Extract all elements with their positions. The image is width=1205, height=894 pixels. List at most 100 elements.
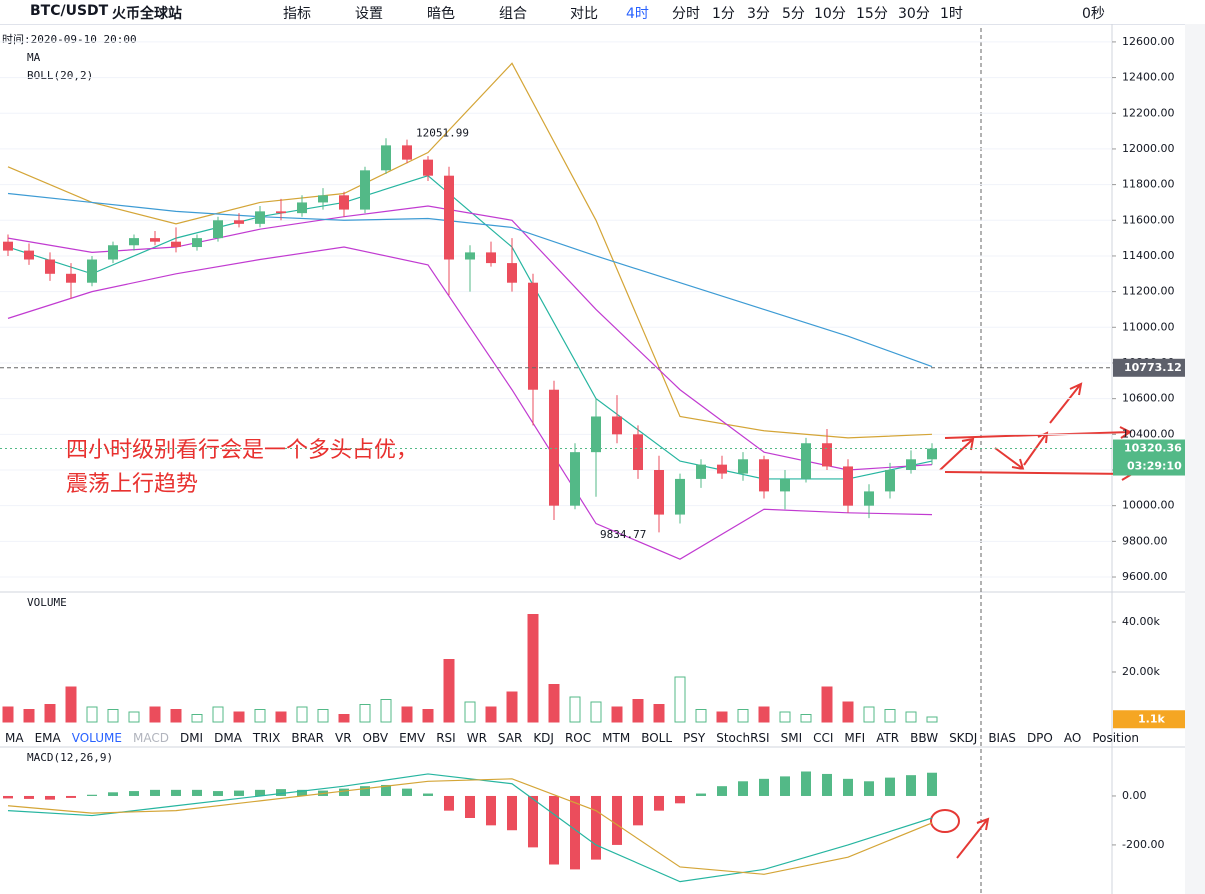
volume-bar [149,706,161,723]
toolbar-item[interactable]: 组合 [499,6,527,22]
indicator-tab[interactable]: MA [5,730,24,745]
indicator-tab[interactable]: OBV [362,730,389,745]
macd-bar [444,795,454,811]
indicator-tab[interactable]: StochRSI [716,730,770,745]
indicator-tab[interactable]: VR [334,730,352,745]
indicator-line [7,778,933,875]
indicator-tab[interactable]: PSY [683,730,706,745]
interval[interactable]: 15分 [856,6,888,22]
indicator-tab[interactable]: ATR [876,730,900,745]
indicator-tab[interactable]: MACD [132,730,169,745]
candle-body [738,459,748,474]
macd-bar [591,795,601,860]
indicator-tab[interactable]: SAR [497,730,523,745]
countdown[interactable]: 0秒 [1082,6,1105,22]
indicator-tab[interactable]: SKDJ [949,730,978,745]
interval[interactable]: 分时 [672,6,700,22]
indicator-tab[interactable]: BBW [910,730,939,745]
y-tick-label: 11600.00 [1122,213,1175,226]
candle-body [549,389,559,506]
volume-bar [443,659,455,723]
indicator-tab[interactable]: WR [466,730,487,745]
volume-bar [359,704,371,723]
interval[interactable]: 1分 [712,6,735,22]
macd-bar [906,775,916,796]
candle-body [318,195,328,203]
y-tick-label: 12400.00 [1122,71,1175,84]
macd-bar [213,791,223,796]
volume-bar [65,686,77,723]
indicator-tab[interactable]: MFI [844,730,866,745]
candle-body [444,175,454,260]
candle-body [66,273,76,283]
indicator-tab[interactable]: CCI [813,730,834,745]
indicator-tab[interactable]: SMI [780,730,803,745]
last-price: 10320.36 [1124,442,1182,455]
indicator-tab[interactable]: EMV [399,730,426,745]
macd-bar [570,795,580,870]
y-tick-label: 9600.00 [1122,570,1168,583]
indicator-tab[interactable]: DMA [214,730,242,745]
indicator-tab[interactable]: EMA [34,730,61,745]
toolbar-item[interactable]: 对比 [570,6,598,22]
indicator-tab[interactable]: BOLL [641,730,673,745]
legend-boll: BOLL(20,2) [27,69,93,82]
candle-body [780,478,790,492]
indicator-tab[interactable]: DPO [1026,730,1053,745]
indicator-tab[interactable]: RSI [436,730,456,745]
last-price-tag [1113,439,1185,476]
macd-bar [276,789,286,796]
exchange[interactable]: 火币全球站 [112,6,182,22]
macd-bar [423,793,433,796]
macd-bar [129,791,139,796]
candle-body [507,263,517,283]
indicator-tab[interactable]: Position [1092,730,1140,745]
indicator-tab[interactable]: BRAR [291,730,324,745]
indicator-tab[interactable]: AO [1063,730,1082,745]
y-tick-label: 11800.00 [1122,178,1175,191]
volume-bar [716,711,728,723]
macd-bar [507,795,517,831]
candle-body [906,459,916,470]
volume-bar [611,706,623,723]
macd-bar [150,789,160,796]
y-tick-label: -200.00 [1122,838,1164,851]
symbol[interactable]: BTC/USDT [30,3,109,19]
macd-bar [66,795,76,798]
volume-bar [86,706,98,723]
indicator-tab[interactable]: VOLUME [71,730,122,745]
candle-body [633,434,643,470]
indicator-tab[interactable]: MTM [602,730,631,745]
macd-bar [528,795,538,848]
toolbar-item[interactable]: 设置 [355,6,383,22]
interval[interactable]: 4时 [626,6,649,22]
toolbar-item[interactable]: 暗色 [427,6,455,22]
candle-body [213,220,223,239]
interval[interactable]: 5分 [782,6,805,22]
candle-body [570,452,580,506]
volume-bar [926,716,938,723]
macd-bar [717,786,727,796]
macd-bar [612,795,622,845]
macd-bar [465,795,475,818]
toolbar-item[interactable]: 指标 [283,6,311,22]
volume-bar [2,706,14,723]
interval[interactable]: 1时 [940,6,963,22]
macd-bar [549,795,559,865]
volume-bar [296,706,308,723]
candle-body [675,478,685,515]
interval[interactable]: 10分 [814,6,846,22]
indicator-tab[interactable]: KDJ [533,730,554,745]
indicator-tab[interactable]: TRIX [252,730,281,745]
volume-tag [1113,710,1185,729]
volume-bar [233,711,245,723]
indicator-tab[interactable]: ROC [564,730,592,745]
indicator-tab[interactable]: BIAS [988,730,1016,745]
indicator-tab[interactable]: DMI [179,730,204,745]
macd-bar [87,794,97,796]
candle-body [45,259,55,274]
interval[interactable]: 3分 [747,6,770,22]
interval[interactable]: 30分 [898,6,930,22]
volume-bar [527,614,539,723]
candle-body [171,241,181,248]
